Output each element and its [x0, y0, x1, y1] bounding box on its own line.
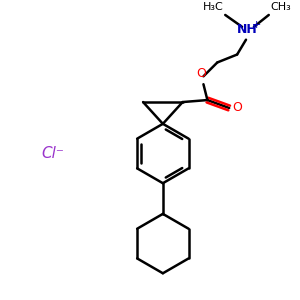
- Text: O: O: [232, 101, 242, 115]
- Text: CH₃: CH₃: [271, 2, 292, 12]
- Text: +: +: [252, 20, 262, 30]
- Text: H₃C: H₃C: [202, 2, 223, 12]
- Text: Cl⁻: Cl⁻: [42, 146, 64, 161]
- Text: O: O: [196, 67, 206, 80]
- Text: NH: NH: [237, 23, 257, 36]
